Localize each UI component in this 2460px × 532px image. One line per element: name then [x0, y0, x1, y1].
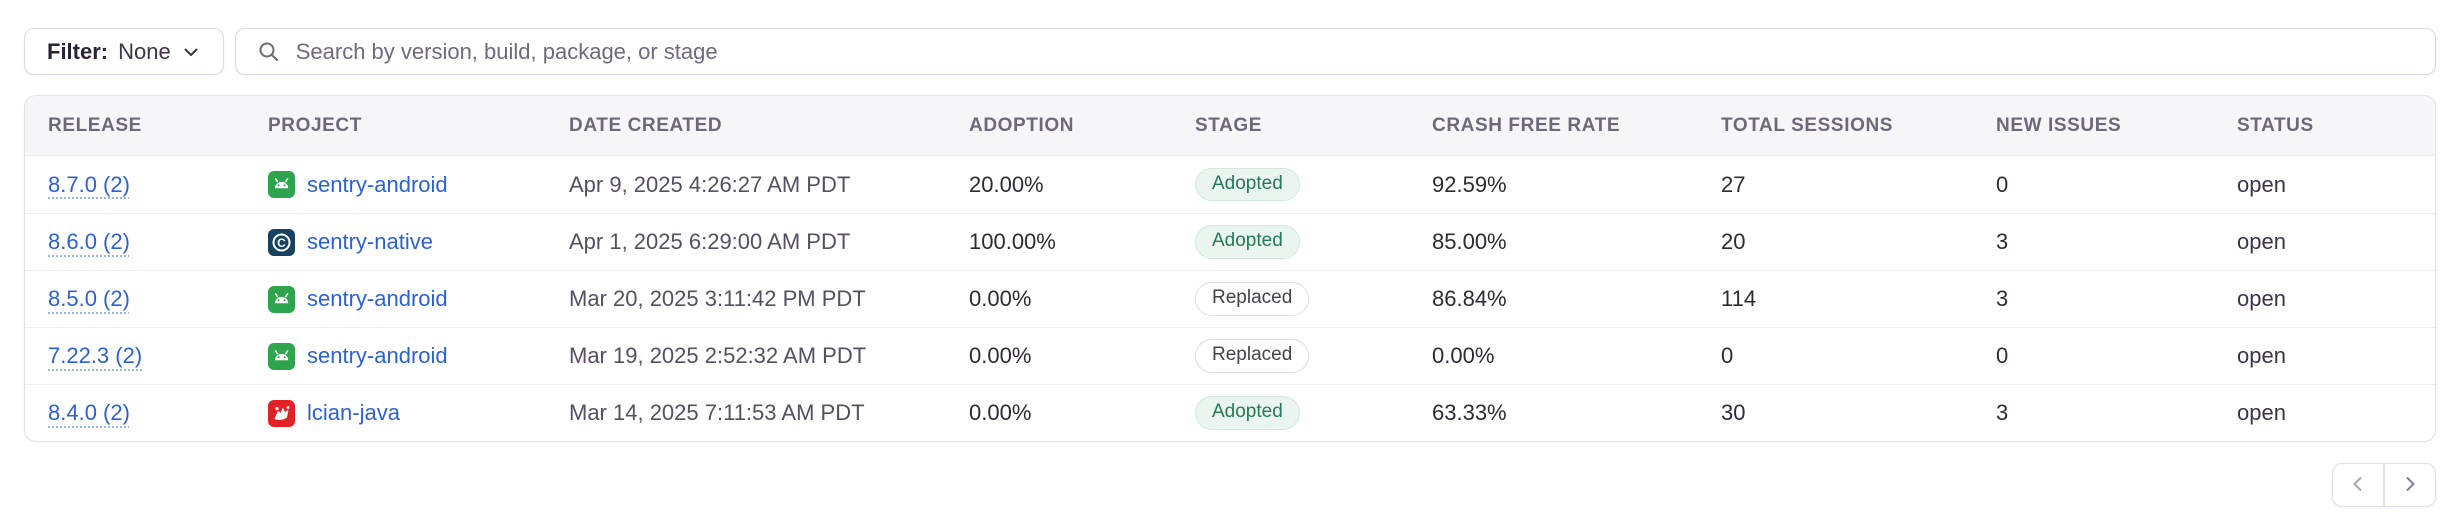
- project-link[interactable]: lcian-java: [307, 400, 400, 425]
- table-row: 7.22.3 (2) C sentry-android Mar 19, 2025…: [25, 327, 2435, 384]
- next-page-button[interactable]: [2384, 463, 2436, 507]
- project-icon-slot: C: [268, 171, 295, 198]
- table-row: 8.6.0 (2) C sentry-native Apr 1, 2025 6:…: [25, 213, 2435, 270]
- status-value: open: [2237, 229, 2286, 254]
- project-link[interactable]: sentry-android: [307, 343, 448, 368]
- total-sessions-value: 20: [1721, 229, 1746, 254]
- android-icon: [268, 171, 295, 198]
- project-icon-slot: C: [268, 285, 295, 313]
- new-issues-value[interactable]: 3: [1996, 229, 2009, 254]
- status-value: open: [2237, 400, 2286, 425]
- adoption-value: 100.00%: [969, 229, 1056, 254]
- previous-page-button[interactable]: [2332, 463, 2384, 507]
- table-row: 8.7.0 (2) C sentry-android Apr 9, 2025 4…: [25, 156, 2435, 213]
- total-sessions-value: 114: [1721, 286, 1757, 311]
- column-header-total-sessions: TOTAL SESSIONS: [1721, 114, 1894, 136]
- search-bar[interactable]: [234, 28, 2436, 75]
- column-header-stage: STAGE: [1195, 114, 1263, 136]
- project-icon-slot: C: [268, 228, 295, 256]
- lcian-icon: [268, 399, 295, 427]
- crash-free-rate-value: 63.33%: [1432, 400, 1507, 425]
- new-issues-value: 0: [1996, 343, 2009, 368]
- date-created-value: Mar 19, 2025 2:52:32 AM PDT: [569, 343, 867, 368]
- status-value: open: [2237, 286, 2286, 311]
- total-sessions-value: 27: [1721, 171, 1746, 197]
- column-header-release: RELEASE: [48, 114, 142, 136]
- release-version-link[interactable]: 8.7.0 (2): [48, 171, 130, 197]
- column-header-crash-free-rate: CRASH FREE RATE: [1432, 114, 1621, 136]
- crash-free-rate-value: 0.00%: [1432, 343, 1495, 368]
- releases-table: RELEASE PROJECT DATE CREATED ADOPTION ST…: [24, 95, 2436, 442]
- native-icon: C: [268, 228, 295, 256]
- crash-free-rate-value: 92.59%: [1432, 171, 1507, 197]
- new-issues-value[interactable]: 3: [1996, 286, 2009, 311]
- filter-label: Filter:: [47, 38, 109, 64]
- total-sessions-value: 0: [1721, 343, 1734, 368]
- table-row: 8.4.0 (2) C lcian-java Mar 14, 2025 7:11…: [25, 384, 2435, 441]
- adoption-value: 20.00%: [969, 171, 1044, 197]
- toolbar: Filter: None: [24, 28, 2436, 75]
- date-created-value: Mar 14, 2025 7:11:53 AM PDT: [569, 400, 865, 425]
- adoption-value: 0.00%: [969, 400, 1032, 425]
- crash-free-rate-value: 86.84%: [1432, 286, 1507, 311]
- stage-badge: Adopted: [1195, 396, 1300, 430]
- android-icon: [268, 285, 295, 313]
- total-sessions-value: 30: [1721, 400, 1746, 425]
- search-input[interactable]: [295, 38, 2415, 65]
- new-issues-value: 0: [1996, 171, 2009, 197]
- adoption-value: 0.00%: [969, 343, 1032, 368]
- column-header-status: STATUS: [2237, 114, 2314, 136]
- release-version-link[interactable]: 7.22.3 (2): [48, 343, 143, 368]
- release-version-link[interactable]: 8.4.0 (2): [48, 400, 130, 425]
- column-header-date-created: DATE CREATED: [569, 114, 723, 136]
- project-icon-slot: C: [268, 342, 295, 370]
- android-icon: [268, 342, 295, 370]
- adoption-value: 0.00%: [969, 286, 1032, 311]
- table-body: 8.7.0 (2) C sentry-android Apr 9, 2025 4…: [25, 156, 2435, 441]
- release-version-link[interactable]: 8.6.0 (2): [48, 229, 130, 254]
- crash-free-rate-value: 85.00%: [1432, 229, 1507, 254]
- column-header-adoption: ADOPTION: [969, 114, 1075, 136]
- project-link[interactable]: sentry-android: [307, 286, 448, 311]
- stage-badge: Adopted: [1195, 167, 1300, 202]
- column-header-new-issues: NEW ISSUES: [1996, 114, 2122, 136]
- date-created-value: Mar 20, 2025 3:11:42 PM PDT: [569, 286, 866, 311]
- stage-badge: Replaced: [1195, 339, 1310, 373]
- chevron-left-icon: [2347, 473, 2369, 498]
- project-icon-slot: C: [268, 399, 295, 427]
- project-link[interactable]: sentry-android: [307, 171, 448, 197]
- filter-value: None: [118, 38, 171, 64]
- date-created-value: Apr 1, 2025 6:29:00 AM PDT: [569, 229, 851, 254]
- filter-dropdown[interactable]: Filter: None: [24, 28, 224, 75]
- table-row: 8.5.0 (2) C sentry-android Mar 20, 2025 …: [25, 270, 2435, 327]
- column-header-project: PROJECT: [268, 114, 362, 136]
- date-created-value: Apr 9, 2025 4:26:27 AM PDT: [569, 171, 851, 197]
- new-issues-value[interactable]: 3: [1996, 400, 2009, 425]
- pagination: [2332, 463, 2436, 507]
- project-link[interactable]: sentry-native: [307, 229, 433, 254]
- search-icon: [256, 39, 282, 65]
- release-version-link[interactable]: 8.5.0 (2): [48, 286, 130, 311]
- table-header-row: RELEASE PROJECT DATE CREATED ADOPTION ST…: [25, 96, 2435, 156]
- chevron-right-icon: [2399, 473, 2421, 498]
- status-value: open: [2237, 171, 2286, 197]
- stage-badge: Adopted: [1195, 225, 1300, 259]
- stage-badge: Replaced: [1195, 282, 1310, 316]
- status-value: open: [2237, 343, 2286, 368]
- svg-text:C: C: [277, 236, 286, 250]
- chevron-down-icon: [181, 42, 201, 62]
